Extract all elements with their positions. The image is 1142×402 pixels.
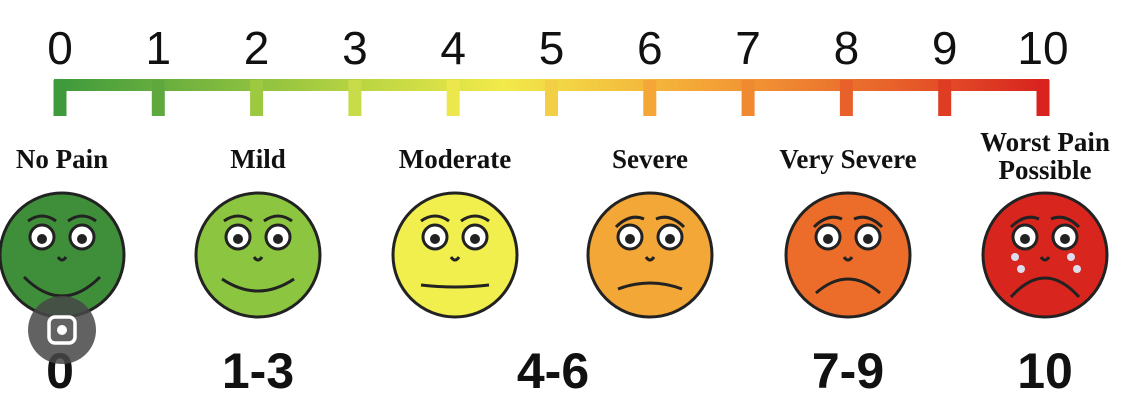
eyebrow <box>655 215 686 229</box>
nose <box>449 256 461 262</box>
nose <box>56 256 68 262</box>
eyebrow <box>460 214 490 223</box>
mouth <box>815 277 881 295</box>
nose <box>644 256 656 262</box>
eyebrow <box>853 215 884 229</box>
pupil <box>1060 234 1070 244</box>
face-circle <box>981 191 1109 319</box>
nose <box>252 256 264 262</box>
range-label: 10 <box>1017 343 1073 399</box>
range-label: 4-6 <box>517 343 589 399</box>
tick-label: 5 <box>539 22 565 74</box>
pupil <box>37 234 47 244</box>
face <box>586 191 714 319</box>
face-label: No Pain <box>15 144 109 174</box>
tick-label: 6 <box>637 22 663 74</box>
face-label: Moderate <box>398 144 512 174</box>
pupil <box>470 234 480 244</box>
pupil <box>233 234 243 244</box>
face-circle <box>784 191 912 319</box>
tick-label: 7 <box>735 22 761 74</box>
tear <box>1067 253 1075 261</box>
tear <box>1073 265 1081 273</box>
tear <box>1011 253 1019 261</box>
pupil <box>1020 234 1030 244</box>
tick-label: 0 <box>47 22 73 74</box>
tick-label: 9 <box>932 22 958 74</box>
eyebrow <box>223 214 253 223</box>
eyebrow <box>27 214 57 223</box>
lens-frame <box>47 315 77 345</box>
tick-label: 1 <box>146 22 172 74</box>
tick-label: 2 <box>244 22 270 74</box>
mouth <box>221 277 295 293</box>
mouth <box>1009 276 1081 299</box>
pupil <box>665 234 675 244</box>
face-circle <box>391 191 519 319</box>
face <box>391 191 519 319</box>
range-label: 1-3 <box>222 343 294 399</box>
tick-label: 10 <box>1017 22 1068 74</box>
pupil <box>823 234 833 244</box>
eyebrow <box>67 214 97 223</box>
face <box>784 191 912 319</box>
nose <box>842 256 854 262</box>
eyebrow <box>614 215 645 229</box>
face-label: Worst Pain Possible <box>980 127 1110 185</box>
eyebrow <box>1050 215 1081 229</box>
eyebrow <box>1009 215 1040 229</box>
face-circle <box>586 191 714 319</box>
lens-button[interactable] <box>28 296 96 364</box>
eyebrow <box>420 214 450 223</box>
tick-label: 3 <box>342 22 368 74</box>
face <box>194 191 322 319</box>
eyebrow <box>263 214 293 223</box>
pupil <box>625 234 635 244</box>
mouth <box>617 281 683 291</box>
nose <box>1039 256 1051 262</box>
tick-label: 8 <box>834 22 860 74</box>
eyebrow <box>812 215 843 229</box>
pupil <box>430 234 440 244</box>
pupil <box>273 234 283 244</box>
tick-label: 4 <box>440 22 466 74</box>
pupil <box>77 234 87 244</box>
face-circle <box>194 191 322 319</box>
face <box>981 191 1109 319</box>
pupil <box>863 234 873 244</box>
face <box>0 191 126 319</box>
face-label: Severe <box>612 144 688 174</box>
face-label: Mild <box>230 144 286 174</box>
mouth <box>420 283 490 289</box>
lens-dot <box>57 325 67 335</box>
face-label: Very Severe <box>779 144 917 174</box>
range-label: 7-9 <box>812 343 884 399</box>
tear <box>1017 265 1025 273</box>
